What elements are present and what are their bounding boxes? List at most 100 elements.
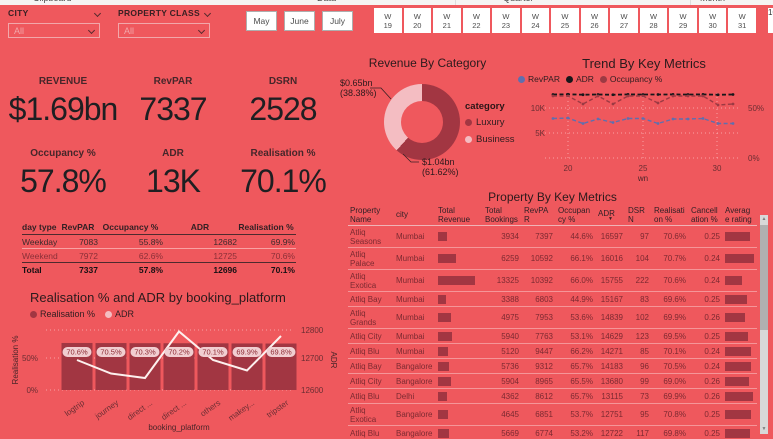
scrollbar-thumb[interactable] [760,225,768,330]
week-button-w21[interactable]: W 21 [433,8,461,33]
city-dropdown[interactable]: All [8,23,100,38]
day-type-table: day type RevPAR Occupancy % ADR Realisation … [22,220,296,276]
legend-label: Realisation % [40,309,96,319]
week-number: 20 [413,20,422,30]
table-row[interactable]: Weekday 7083 55.8% 12682 69.9% [22,235,296,249]
column-header-adr[interactable]: ADR ▼ [596,207,626,222]
dsrn-cell: 222 [635,276,649,285]
cell: 55.8% [138,236,163,247]
week-button-w20[interactable]: W 20 [403,8,432,33]
week-button-w19[interactable]: W 19 [374,8,402,33]
table-row[interactable]: Atliq Palace Mumbai 6259 10592 66.1% 16016 104… [348,248,757,270]
realisation-cell: 69.5% [663,331,686,341]
kpi-value: 70.1% [240,163,327,199]
cell: 70.6% [270,250,295,261]
ribbon-label-data: Data [317,0,336,3]
legend-item-adr[interactable]: ADR [105,309,134,319]
week-button-w22[interactable]: W 22 [462,8,491,33]
week-button-w28[interactable]: W 28 [639,8,668,33]
week-button-w23[interactable]: W 23 [492,8,520,33]
revenue-donut[interactable] [384,84,460,160]
cell: 7337 [79,264,98,275]
city-cell: Mumbai [396,294,425,304]
week-letter: W [531,11,539,21]
cancellation-cell: 0.25 [704,428,720,438]
scroll-up-icon[interactable]: ▲ [761,216,767,222]
column-header-occupancy-[interactable]: Occupancy % [558,205,591,224]
cancellation-cell: 0.25 [704,294,720,304]
realisation-cell: 70.7% [663,254,686,263]
column-header-revpar[interactable]: RevPAR [524,205,549,224]
week-button-w30[interactable]: W 30 [698,8,727,33]
table-row[interactable]: Atliq Exotica Bangalore 4645 6851 53.7% 12751… [348,404,757,426]
table-row[interactable]: Atliq Bay Mumbai 3388 6803 44.9% 15167 83 69.6%… [348,292,757,307]
week-button-w31[interactable]: W 31 [728,8,756,33]
bars-plot[interactable]: 70.6% 70.5% 70.3% 70.2% 70.1% 69.9% 69.8% 50% 0%… [8,320,348,439]
realisation-cell: 70.8% [663,410,686,419]
table-row[interactable]: Atliq Exotica Mumbai 13325 10392 66.0% 15755 2… [348,270,757,292]
table-row[interactable]: Atliq City Bangalore 5904 8965 65.5% 13680 99 6… [348,374,757,389]
week-letter: W [709,11,717,21]
column-header-total-bookings[interactable]: Total Bookings [485,205,518,224]
svg-text:12600: 12600 [301,386,324,395]
week-number: 31 [737,20,747,30]
kpi-card-realisation-: Realisation % 70.1% [228,142,338,214]
column-header-city[interactable]: city [396,210,408,219]
rating-bar-cell [723,329,757,343]
city-cell: Mumbai [396,313,425,322]
svg-text:tripster: tripster [265,398,290,420]
table-row[interactable]: Atliq Bay Bangalore 5736 9312 65.7% 14183 96 70… [348,359,757,374]
week-button-w26[interactable]: W 26 [580,8,609,33]
trend-plot[interactable]: 10K 5K 50% 0% 20 25 30 wn [515,85,773,195]
revenue-by-category-panel: Revenue By Category $0.65bn (38.38%) $1.0… [340,55,515,195]
legend-item-luxury[interactable]: Luxury [465,117,515,128]
svg-text:12800: 12800 [301,326,324,335]
chevron-down-icon[interactable] [203,9,212,17]
table-row[interactable]: Weekend 7972 62.6% 12725 70.6% [22,249,296,262]
column-header-total-revenue[interactable]: Total Revenue [438,205,471,224]
svg-text:makey...: makey... [227,398,256,422]
property-class-dropdown[interactable]: All [118,23,210,38]
table-row[interactable]: Atliq Blu Delhi 4362 8612 65.7% 13115 73 69.9% 0… [348,389,757,404]
scroll-down-icon[interactable]: ▼ [761,426,767,432]
column-header-property-name[interactable]: Property Name [350,205,381,224]
svg-text:wn: wn [637,174,648,183]
legend-item-realisation-[interactable]: Realisation % [30,309,95,319]
table-row[interactable]: Atliq Blu Mumbai 5120 9447 66.2% 14271 85 70.1%… [348,344,757,359]
column-header-dsrn[interactable]: DSRN [628,205,645,224]
legend-item-revpar[interactable]: RevPAR [518,74,560,84]
table-row[interactable]: Atliq Seasons Mumbai 3934 7397 44.6% 16597 97 7… [348,226,757,248]
column-header-realisation-[interactable]: Realisation % [654,205,685,224]
month-button-may[interactable]: May [246,11,277,31]
cell: 62.6% [138,250,163,261]
revpar-cell: 8965 [535,376,553,386]
week-button-w25[interactable]: W 25 [551,8,579,33]
column-header-average-rating[interactable]: Average rating [725,205,752,224]
legend-item-business[interactable]: Business [465,134,515,145]
legend-label: RevPAR [528,74,560,84]
occupancy-cell: 53.6% [570,313,593,322]
bookings-cell: 5669 [501,428,519,438]
week-button-w29[interactable]: W 29 [669,8,697,33]
cell: 12725 [213,250,237,261]
kpi-label: Realisation % [250,148,316,159]
column-header-cancellation-[interactable]: Cancellation % [691,205,718,224]
week-number: 28 [649,20,658,30]
week-button-w24[interactable]: W 24 [521,8,550,33]
month-button-july[interactable]: July [322,11,353,31]
table-scrollbar[interactable]: ▲ ▼ [760,215,768,434]
svg-text:ADR: ADR [329,352,338,369]
legend-item-occupancy-[interactable]: Occupancy % [599,74,662,84]
trend-legend: RevPAR ADR Occupancy % [518,74,662,84]
table-row[interactable]: Atliq City Mumbai 5940 7763 53.1% 14629 123 69.… [348,329,757,344]
svg-text:Realisation %: Realisation % [11,336,20,385]
month-button-june[interactable]: June [284,11,315,31]
svg-text:50%: 50% [22,354,38,363]
week-button-w27[interactable]: W 27 [610,8,638,33]
table-row[interactable]: Atliq Grands Mumbai 4975 7953 53.6% 14839 102 6… [348,307,757,329]
legend-item-adr[interactable]: ADR [565,74,594,84]
revenue-bar [438,276,475,285]
table-row[interactable]: Atliq Blu Bangalore 5669 6774 53.2% 12722 117 6… [348,426,757,439]
kpi-label: RevPAR [153,76,193,87]
chevron-down-icon[interactable] [93,9,102,17]
